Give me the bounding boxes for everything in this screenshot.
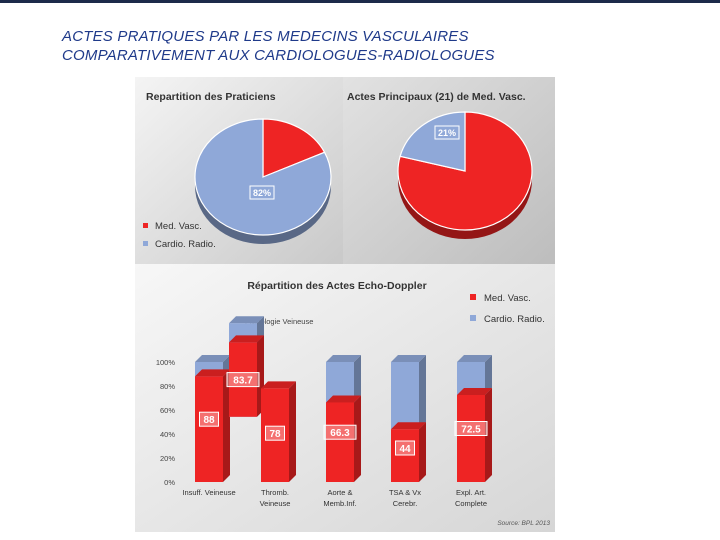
- slide-title: ACTES PRATIQUES PAR LES MEDECINS VASCULA…: [62, 27, 682, 65]
- x-category-label: Expl. Art.: [456, 488, 486, 497]
- bar-legend-swatch-cardio: [470, 315, 476, 321]
- y-tick-label: 0%: [164, 478, 175, 487]
- pie1-data-label-box: [249, 185, 275, 200]
- bar-data-label-2: 66.3: [330, 428, 350, 439]
- pie1-title: Repartition des Praticiens: [146, 91, 276, 103]
- x-category-label: Thromb.: [261, 488, 289, 497]
- pie2-title: Actes Principaux (21) de Med. Vasc.: [347, 91, 526, 103]
- y-tick-label: 100%: [156, 358, 176, 367]
- bar-y-axis: 100% 80% 60% 40% 20% 0%: [156, 358, 176, 487]
- slide-title-line-1: ACTES PRATIQUES PAR LES MEDECINS VASCULA…: [62, 28, 469, 45]
- bar-title: Répartition des Actes Echo-Doppler: [247, 280, 426, 292]
- bar-data-label-1: 78: [269, 429, 281, 440]
- bar-data-label-3: 44: [399, 444, 411, 455]
- pie1-legend-swatch-cardio: [143, 241, 148, 246]
- x-category-label: Aorte &: [327, 488, 352, 497]
- bar-data-label-4-box: [454, 421, 488, 436]
- x-category-label: Cerebr.: [393, 499, 418, 508]
- pie1-data-label: 82%: [253, 188, 271, 198]
- bar-segment-cardio-3: [391, 355, 426, 430]
- bar-data-label-2-box: [323, 424, 357, 440]
- pie-chart-praticiens: Repartition des Praticiens 82% Med. Vasc…: [135, 77, 343, 264]
- pie1-slice-cardio-radio: [194, 118, 332, 236]
- pie-panel-actes: Actes Principaux (21) de Med. Vasc. 21%: [343, 77, 555, 264]
- pie2-data-label-box: [434, 125, 460, 140]
- bar-data-label-0-box: [199, 411, 219, 427]
- pie1-slices: 82%: [194, 118, 332, 244]
- y-tick-label: 20%: [160, 454, 175, 463]
- x-category-label: Insuff. Veineuse: [182, 488, 235, 497]
- bar-legend-med: Med. Vasc.: [484, 293, 531, 304]
- bar-segment-med-3: [391, 422, 426, 482]
- pie1-legend-swatch-med: [143, 223, 148, 228]
- bar-x-axis: Insuff. Veineuse Thromb. Veineuse Aorte & Me…: [182, 488, 487, 508]
- x-category-label: Veineuse: [260, 499, 291, 508]
- bar-series: 88 83.7 78 66.3 44 72.5: [195, 316, 492, 482]
- source-note: Source: BPL 2013: [497, 520, 550, 527]
- slide-title-line-2: COMPARATIVEMENT AUX CARDIOLOGUES-RADIOLO…: [62, 47, 495, 64]
- bar-subtitle: Pathologie Veineuse: [245, 317, 313, 326]
- bar-data-label-3-box: [395, 440, 415, 456]
- y-tick-label: 60%: [160, 406, 175, 415]
- bar-exploded-label: 83.7: [233, 376, 253, 387]
- x-category-label: Memb.Inf.: [323, 499, 356, 508]
- pie-chart-actes: Actes Principaux (21) de Med. Vasc. 21%: [343, 77, 555, 264]
- pie2-data-label: 21%: [438, 128, 456, 138]
- pie1-legend-med: Med. Vasc.: [155, 221, 202, 232]
- pie1-slice-med-vasc: [262, 118, 326, 178]
- bar-data-label-4: 72.5: [461, 425, 481, 436]
- x-category-label: Complete: [455, 499, 487, 508]
- pie-panel-praticiens: Repartition des Praticiens 82% Med. Vasc…: [135, 77, 343, 264]
- pie2-slices: 21%: [397, 111, 533, 239]
- bar-panel-echo-doppler: Répartition des Actes Echo-Doppler Patho…: [135, 264, 555, 532]
- bar-data-label-1-box: [265, 425, 285, 441]
- bar-segment-cardio-2: [326, 355, 361, 403]
- bar-data-label-0: 88: [203, 415, 215, 426]
- top-rule: [0, 0, 720, 3]
- y-tick-label: 40%: [160, 430, 175, 439]
- bar-segment-med-2: [326, 395, 361, 482]
- pie1-legend-cardio: Cardio. Radio.: [155, 239, 216, 250]
- bar-segment-med-4: [457, 388, 492, 482]
- bar-exploded-label-box: [226, 372, 260, 388]
- x-category-label: TSA & Vx: [389, 488, 421, 497]
- bar-segment-med-0: [195, 369, 230, 482]
- bar-legend-cardio: Cardio. Radio.: [484, 314, 545, 325]
- bar-chart-echo-doppler: Répartition des Actes Echo-Doppler Patho…: [135, 264, 555, 532]
- bar-legend-swatch-med: [470, 294, 476, 300]
- y-tick-label: 80%: [160, 382, 175, 391]
